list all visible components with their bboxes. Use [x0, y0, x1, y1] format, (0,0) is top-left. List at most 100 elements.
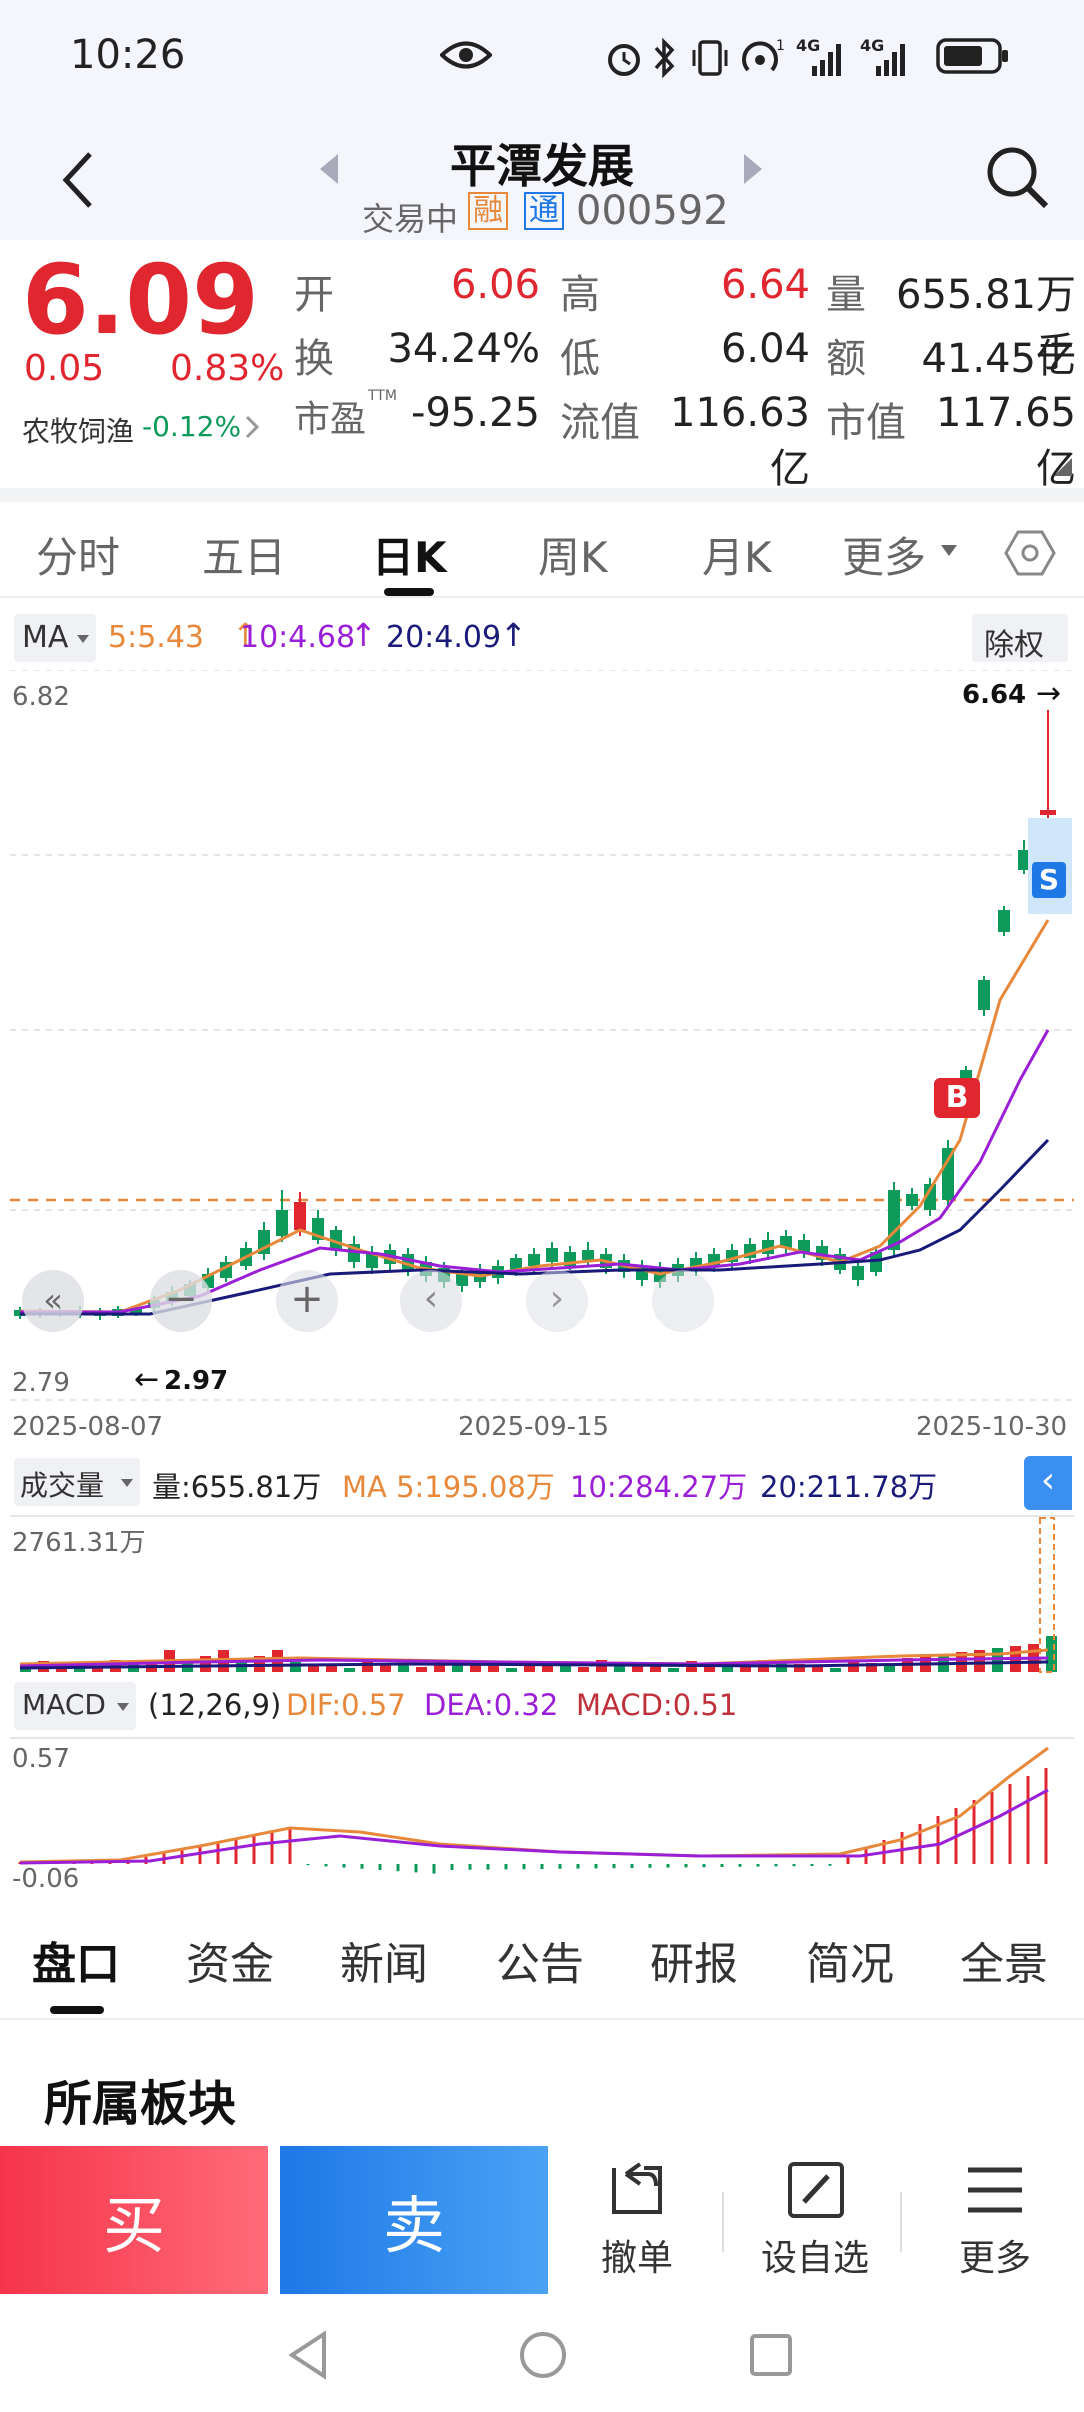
- ma20-up-arrow-icon: ↑: [500, 616, 527, 654]
- low-value: 6.04: [720, 326, 810, 372]
- volume-bar: [722, 1665, 733, 1672]
- ma20-value: 20:4.09: [386, 620, 502, 655]
- tab-announcements[interactable]: 公告: [496, 1939, 584, 1990]
- search-icon[interactable]: [984, 144, 1050, 210]
- tab-capital[interactable]: 资金: [186, 1939, 274, 1990]
- volume-bar: [290, 1662, 301, 1672]
- sector-name[interactable]: 农牧饲渔: [22, 415, 135, 448]
- add-watchlist-label: 设自选: [760, 2238, 869, 2279]
- more-actions-label: 更多: [958, 2238, 1031, 2279]
- dea-line: [19, 1788, 1049, 1865]
- tab-monthly-k[interactable]: 月K: [702, 533, 772, 582]
- stock-code: 000592: [576, 188, 729, 234]
- buy-button[interactable]: 买: [0, 2146, 268, 2294]
- tab-intraday[interactable]: 分时: [36, 533, 121, 582]
- candle-body: [888, 1190, 900, 1250]
- more-actions-button[interactable]: 更多: [920, 2160, 1070, 2281]
- ma-selector-label: MA: [22, 620, 69, 655]
- step-left-icon[interactable]: ‹: [400, 1270, 462, 1332]
- candle-body: [1040, 810, 1056, 815]
- expand-corner-icon[interactable]: [1052, 456, 1074, 478]
- add-watchlist-button[interactable]: 设自选: [740, 2160, 890, 2281]
- reset-icon[interactable]: [652, 1270, 714, 1332]
- price-max-label: 6.82: [12, 682, 70, 712]
- volume-bar: [524, 1661, 535, 1672]
- dropdown-triangle-icon: [77, 635, 89, 643]
- open-label: 开: [294, 272, 334, 318]
- macd-selector-label: MACD: [22, 1688, 106, 1721]
- volume-bar: [740, 1667, 751, 1672]
- network-type-1: 4G: [796, 36, 821, 55]
- tab-research[interactable]: 研报: [650, 1939, 738, 1990]
- next-stock-triangle-icon[interactable]: [742, 152, 764, 186]
- high-value: 6.64: [720, 262, 810, 308]
- nav-recents-icon[interactable]: [748, 2332, 794, 2378]
- candle-body: [582, 1250, 594, 1260]
- nav-home-icon[interactable]: [518, 2330, 568, 2380]
- macd-value: MACD:0.51: [576, 1688, 738, 1722]
- date-mid: 2025-09-15: [458, 1412, 610, 1442]
- open-value: 6.06: [450, 262, 540, 308]
- turnover-value: 34.24%: [387, 326, 540, 372]
- prev-stock-triangle-icon[interactable]: [318, 152, 340, 186]
- volume-bar: [416, 1667, 427, 1672]
- volume-selector[interactable]: 成交量: [14, 1458, 140, 1506]
- svg-text:1: 1: [776, 38, 785, 54]
- cancel-order-button[interactable]: 撤单: [562, 2160, 712, 2281]
- menu-icon: [968, 2167, 1022, 2213]
- macd-dea: DEA:0.32: [424, 1688, 559, 1722]
- sell-button[interactable]: 卖: [280, 2146, 548, 2294]
- adjust-button[interactable]: 除权: [972, 614, 1068, 663]
- volume-now: 量:655.81万: [152, 1470, 322, 1504]
- edit-pencil-icon: [788, 2162, 844, 2218]
- volume-bar: [380, 1663, 391, 1672]
- dif-line: [19, 1746, 1049, 1864]
- tab-panorama[interactable]: 全景: [960, 1939, 1048, 1990]
- macd-selector[interactable]: MACD: [14, 1682, 136, 1730]
- dropdown-triangle-icon[interactable]: [940, 544, 958, 558]
- volume-bar: [362, 1661, 373, 1672]
- tab-orderbook[interactable]: 盘口: [32, 1939, 120, 1990]
- tab-weekly-k[interactable]: 周K: [538, 533, 608, 582]
- tab-profile[interactable]: 简况: [806, 1939, 894, 1990]
- volume-bar: [542, 1663, 553, 1672]
- zoom-out-icon[interactable]: −: [150, 1270, 212, 1332]
- volume-bar: [20, 1668, 31, 1672]
- ma-selector[interactable]: MA: [14, 614, 96, 662]
- status-time: 10:26: [70, 32, 186, 78]
- candle-body: [998, 910, 1010, 932]
- candle-body: [294, 1202, 306, 1230]
- tab-five-day[interactable]: 五日: [202, 533, 287, 582]
- last-price: 6.09: [22, 244, 259, 356]
- bluetooth-icon: [654, 37, 675, 79]
- high-mark-label: 6.64: [962, 680, 1027, 710]
- candle-body: [978, 980, 990, 1010]
- settings-hexagon-icon[interactable]: [1004, 528, 1056, 578]
- mkt-cap-value: 117.65亿: [936, 390, 1076, 492]
- volume-ma10-line: [19, 1656, 1049, 1668]
- volume-bar: [794, 1664, 805, 1672]
- system-nav-bar: [0, 2300, 1084, 2412]
- volume-chart[interactable]: [0, 1514, 1084, 1674]
- float-cap-value: 116.63亿: [670, 390, 810, 492]
- mkt-cap-label: 市值: [826, 400, 906, 446]
- buy-signal-marker[interactable]: B: [934, 1078, 980, 1118]
- macd-chart[interactable]: [0, 1736, 1084, 1886]
- tab-more[interactable]: 更多: [842, 533, 927, 582]
- pe-ttm-sup: TTM: [368, 388, 397, 404]
- chevron-right-icon[interactable]: [244, 414, 260, 440]
- stock-header: 平潭发展 交易中 融 通 000592: [0, 120, 1084, 240]
- back-arrow-icon[interactable]: [58, 150, 98, 210]
- scroll-left-double-chevron-icon[interactable]: «: [22, 1270, 84, 1332]
- vibrate-icon: [692, 40, 728, 76]
- nav-back-icon[interactable]: [286, 2330, 330, 2380]
- high-mark-arrow-icon: →: [1036, 676, 1062, 711]
- step-right-icon[interactable]: ›: [526, 1270, 588, 1332]
- candle-body: [546, 1248, 558, 1262]
- zoom-in-icon[interactable]: +: [276, 1270, 338, 1332]
- sell-signal-marker[interactable]: S: [1032, 862, 1066, 898]
- macd-params: (12,26,9): [148, 1688, 282, 1722]
- tab-news[interactable]: 新闻: [340, 1939, 428, 1990]
- collapse-panel-chevron-icon[interactable]: ‹: [1024, 1456, 1072, 1510]
- tab-daily-k[interactable]: 日K: [372, 533, 447, 582]
